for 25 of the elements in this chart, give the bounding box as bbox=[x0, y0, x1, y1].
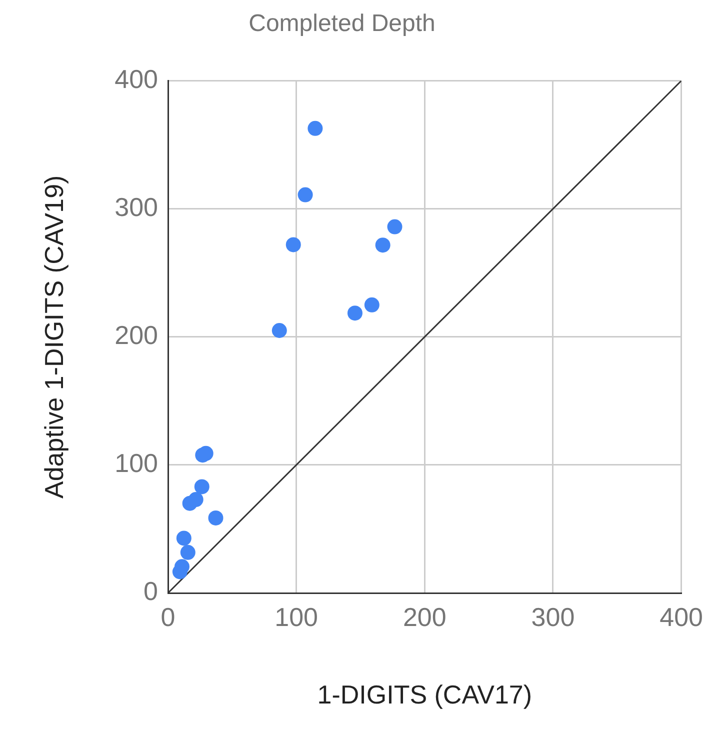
point bbox=[208, 510, 224, 526]
y-tick-label: 400 bbox=[114, 64, 158, 94]
chart-title: Completed Depth bbox=[248, 10, 436, 38]
x-tick-label: 200 bbox=[402, 602, 446, 632]
x-tick-label: 400 bbox=[660, 602, 704, 632]
x-tick-label: 300 bbox=[531, 602, 575, 632]
point bbox=[272, 323, 287, 338]
point bbox=[308, 120, 323, 136]
point bbox=[182, 496, 198, 511]
point bbox=[298, 187, 313, 202]
point bbox=[347, 306, 362, 321]
point bbox=[375, 238, 390, 253]
point bbox=[286, 237, 301, 252]
y-tick-label: 300 bbox=[114, 192, 158, 222]
y-tick-label: 100 bbox=[114, 448, 158, 478]
point bbox=[194, 479, 210, 494]
point bbox=[364, 297, 380, 312]
x-axis-title: 1-DIGITS (CAV17) bbox=[317, 680, 532, 710]
point bbox=[176, 530, 192, 546]
x-tick-label: 100 bbox=[274, 602, 318, 632]
point bbox=[180, 544, 196, 560]
y-tick-label: 200 bbox=[114, 320, 158, 350]
y-axis-title: Adaptive 1-DIGITS (CAV19) bbox=[38, 175, 69, 498]
point bbox=[387, 219, 402, 234]
y-tick-label: 0 bbox=[144, 576, 158, 606]
